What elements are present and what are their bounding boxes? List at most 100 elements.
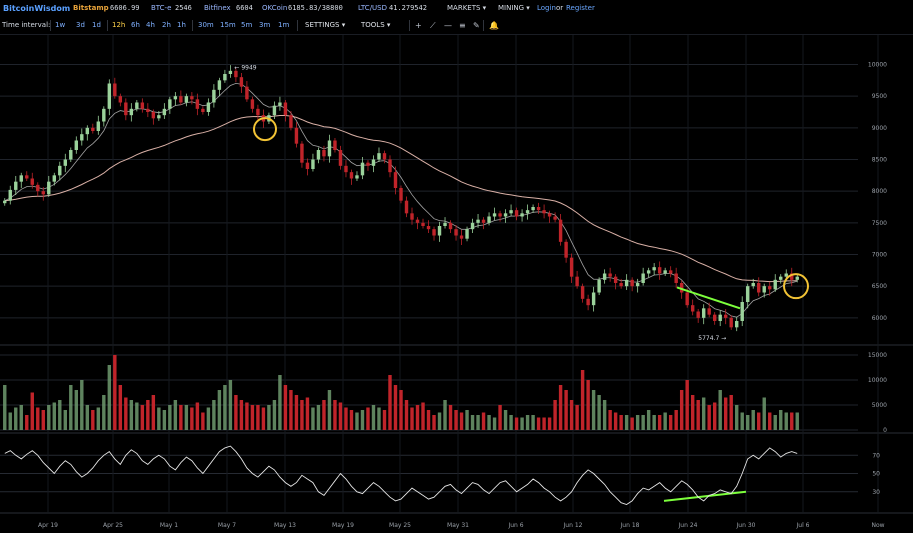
volume-bar bbox=[36, 407, 40, 430]
interval-1d[interactable]: 1d bbox=[92, 21, 101, 29]
candle-body bbox=[305, 162, 310, 169]
volume-bar bbox=[415, 405, 420, 430]
candle-body bbox=[118, 96, 123, 103]
volume-bar bbox=[575, 405, 579, 430]
candle-body bbox=[344, 165, 348, 173]
candle-body bbox=[437, 226, 442, 236]
ticker-exchange[interactable]: Bitstamp bbox=[73, 4, 109, 12]
candle-body bbox=[657, 267, 662, 274]
volume-bar bbox=[195, 402, 200, 430]
candle-body bbox=[641, 273, 645, 283]
candle-body bbox=[289, 115, 293, 128]
candle-body bbox=[30, 178, 34, 185]
candle-body bbox=[564, 241, 568, 258]
ticker-exchange[interactable]: Bitfinex bbox=[204, 4, 231, 12]
volume-bar bbox=[558, 385, 563, 430]
volume-bar bbox=[608, 410, 612, 430]
candle-body bbox=[723, 314, 728, 318]
volume-bar bbox=[311, 407, 315, 430]
volume-bar bbox=[69, 385, 73, 430]
candle-body bbox=[278, 102, 282, 106]
volume-bar bbox=[3, 385, 7, 430]
interval-1h[interactable]: 1h bbox=[177, 21, 186, 29]
login-link[interactable]: Login bbox=[537, 4, 556, 12]
volume-bar bbox=[118, 385, 123, 430]
candle-body bbox=[630, 279, 634, 287]
volume-bar bbox=[525, 415, 530, 430]
price-tick-label: 9000 bbox=[872, 125, 887, 132]
price-tick-label: 6000 bbox=[872, 315, 887, 322]
candle-body bbox=[140, 102, 145, 109]
mining-menu[interactable]: MINING ▾ bbox=[498, 4, 530, 12]
line-tool-icon[interactable]: ⟋ bbox=[430, 21, 436, 30]
candle-body bbox=[371, 159, 376, 166]
brush-icon[interactable]: ✎ bbox=[473, 21, 480, 30]
horizontal-line-icon[interactable]: — bbox=[444, 21, 452, 30]
volume-bar bbox=[547, 417, 552, 430]
fibonacci-icon[interactable]: ≡ bbox=[459, 21, 466, 30]
candle-body bbox=[201, 108, 205, 112]
interval-3m[interactable]: 3m bbox=[259, 21, 271, 29]
time-tick-label: May 7 bbox=[218, 522, 236, 529]
time-tick-label: Jun 24 bbox=[678, 522, 698, 529]
alert-bell-icon[interactable]: 🔔 bbox=[489, 21, 499, 30]
interval-15m[interactable]: 15m bbox=[220, 21, 236, 29]
candle-body bbox=[448, 222, 453, 230]
site-logo[interactable]: BitcoinWisdom bbox=[3, 4, 71, 13]
candle-body bbox=[520, 213, 524, 217]
ticker-exchange[interactable]: LTC/USD bbox=[358, 4, 388, 12]
candle-body bbox=[795, 276, 799, 280]
candle-body bbox=[514, 210, 519, 217]
volume-bar bbox=[586, 380, 590, 430]
volume-bar bbox=[316, 405, 321, 430]
price-trendline bbox=[676, 286, 741, 310]
candle-body bbox=[762, 286, 766, 293]
interval-6h[interactable]: 6h bbox=[131, 21, 140, 29]
volume-bar bbox=[531, 415, 535, 430]
volume-bar bbox=[212, 400, 216, 430]
price-tick-label: 7500 bbox=[872, 220, 887, 227]
candle-body bbox=[338, 150, 343, 166]
volume-bar bbox=[223, 385, 227, 430]
candle-body bbox=[487, 216, 491, 223]
candle-body bbox=[503, 213, 508, 217]
ticker-exchange[interactable]: OKCoin bbox=[262, 4, 288, 12]
candle-body bbox=[679, 283, 684, 293]
candle-body bbox=[52, 175, 56, 182]
interval-1m[interactable]: 1m bbox=[278, 21, 290, 29]
interval-30m[interactable]: 30m bbox=[198, 21, 214, 29]
chart-canvas[interactable]: ← 9949 5774.7 → 10000 9500 9000 8500 8000 7500… bbox=[0, 35, 913, 533]
volume-bar bbox=[338, 402, 343, 430]
register-link[interactable]: Register bbox=[566, 4, 595, 12]
volume-bar bbox=[327, 390, 332, 430]
ticker-value: 2546 bbox=[175, 4, 192, 12]
ticker-exchange[interactable]: BTC-e bbox=[151, 4, 172, 12]
candle-body bbox=[228, 70, 233, 74]
candle-body bbox=[481, 219, 486, 223]
candle-body bbox=[635, 283, 640, 287]
volume-bar bbox=[124, 397, 128, 430]
settings-menu[interactable]: SETTINGS ▾ bbox=[305, 21, 346, 29]
grid bbox=[0, 35, 913, 514]
interval-5m[interactable]: 5m bbox=[241, 21, 253, 29]
volume-bar bbox=[536, 417, 541, 430]
interval-1w[interactable]: 1w bbox=[55, 21, 66, 29]
volume-bar bbox=[668, 415, 673, 430]
interval-12h[interactable]: 12h bbox=[112, 21, 126, 29]
interval-4h[interactable]: 4h bbox=[146, 21, 155, 29]
tools-menu[interactable]: TOOLS ▾ bbox=[361, 21, 391, 29]
interval-3d[interactable]: 3d bbox=[76, 21, 85, 29]
candle-body bbox=[586, 298, 590, 306]
volume-bar bbox=[542, 417, 546, 430]
markets-menu[interactable]: MARKETS ▾ bbox=[447, 4, 487, 12]
candle-body bbox=[718, 314, 722, 321]
crosshair-icon[interactable]: + bbox=[415, 21, 422, 30]
candle-body bbox=[470, 222, 475, 230]
volume-bar bbox=[696, 400, 700, 430]
candle-body bbox=[173, 96, 178, 100]
candle-body bbox=[410, 213, 414, 220]
interval-2h[interactable]: 2h bbox=[162, 21, 171, 29]
volume-bar bbox=[47, 405, 51, 430]
volume-bar bbox=[234, 395, 238, 430]
candle-body bbox=[377, 153, 381, 160]
